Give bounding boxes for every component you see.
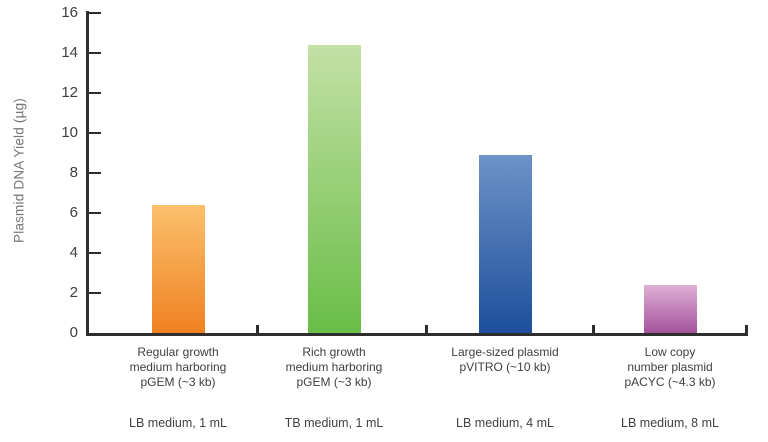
category-label-line: pGEM (~3 kb) bbox=[140, 375, 216, 389]
y-axis-title: Plasmid DNA Yield (µg) bbox=[11, 98, 27, 243]
category-medium-label: LB medium, 4 mL bbox=[456, 416, 554, 430]
y-tick-mark bbox=[88, 92, 101, 94]
category-label: Low copy number plasmid pACYC (~4.3 kb) bbox=[588, 345, 752, 390]
category-label-line: Large-sized plasmid bbox=[451, 345, 559, 359]
y-axis-line bbox=[86, 11, 89, 336]
x-axis-line bbox=[86, 333, 748, 336]
y-tick-label: 14 bbox=[61, 44, 78, 61]
bar-large-plasmid-pvitro bbox=[478, 155, 532, 333]
bar-rich-growth-pgem bbox=[307, 45, 361, 333]
y-tick-mark bbox=[88, 52, 101, 54]
y-tick-label: 6 bbox=[69, 204, 78, 221]
y-tick-label: 0 bbox=[69, 324, 78, 341]
y-tick-mark bbox=[88, 172, 101, 174]
x-tick-mark bbox=[745, 325, 748, 333]
y-tick-label: 10 bbox=[61, 124, 78, 141]
y-tick-label: 8 bbox=[69, 164, 78, 181]
category-label-line: Regular growth bbox=[137, 345, 219, 359]
category-label-line: pACYC (~4.3 kb) bbox=[624, 375, 716, 389]
y-tick-mark bbox=[88, 132, 101, 134]
y-tick-mark bbox=[88, 292, 101, 294]
category-label-line: pGEM (~3 kb) bbox=[296, 375, 372, 389]
y-tick-label: 4 bbox=[69, 244, 78, 261]
category-label-line: medium harboring bbox=[285, 360, 383, 374]
category-label-line: medium harboring bbox=[129, 360, 227, 374]
y-tick-label: 12 bbox=[61, 84, 78, 101]
bar-low-copy-pacyc bbox=[643, 285, 697, 333]
category-label-line: number plasmid bbox=[627, 360, 713, 374]
category-label: Rich growth medium harboring pGEM (~3 kb) bbox=[252, 345, 416, 390]
x-tick-mark bbox=[592, 325, 595, 333]
category-medium-label: LB medium, 8 mL bbox=[621, 416, 719, 430]
y-tick-mark bbox=[88, 12, 101, 14]
category-label-line: pVITRO (~10 kb) bbox=[459, 360, 551, 374]
category-medium-label: LB medium, 1 mL bbox=[129, 416, 227, 430]
category-label-line: Low copy bbox=[644, 345, 696, 359]
x-tick-mark bbox=[256, 325, 259, 333]
y-tick-label: 2 bbox=[69, 284, 78, 301]
category-label-line: Rich growth bbox=[302, 345, 366, 359]
category-medium-label: TB medium, 1 mL bbox=[284, 416, 384, 430]
bar-regular-growth-pgem bbox=[151, 205, 205, 333]
category-label: Regular growth medium harboring pGEM (~3 k… bbox=[96, 345, 260, 390]
y-tick-label: 16 bbox=[61, 4, 78, 21]
y-tick-mark bbox=[88, 252, 101, 254]
x-tick-mark bbox=[425, 325, 428, 333]
category-label: Large-sized plasmid pVITRO (~10 kb) bbox=[423, 345, 587, 375]
y-tick-mark bbox=[88, 212, 101, 214]
